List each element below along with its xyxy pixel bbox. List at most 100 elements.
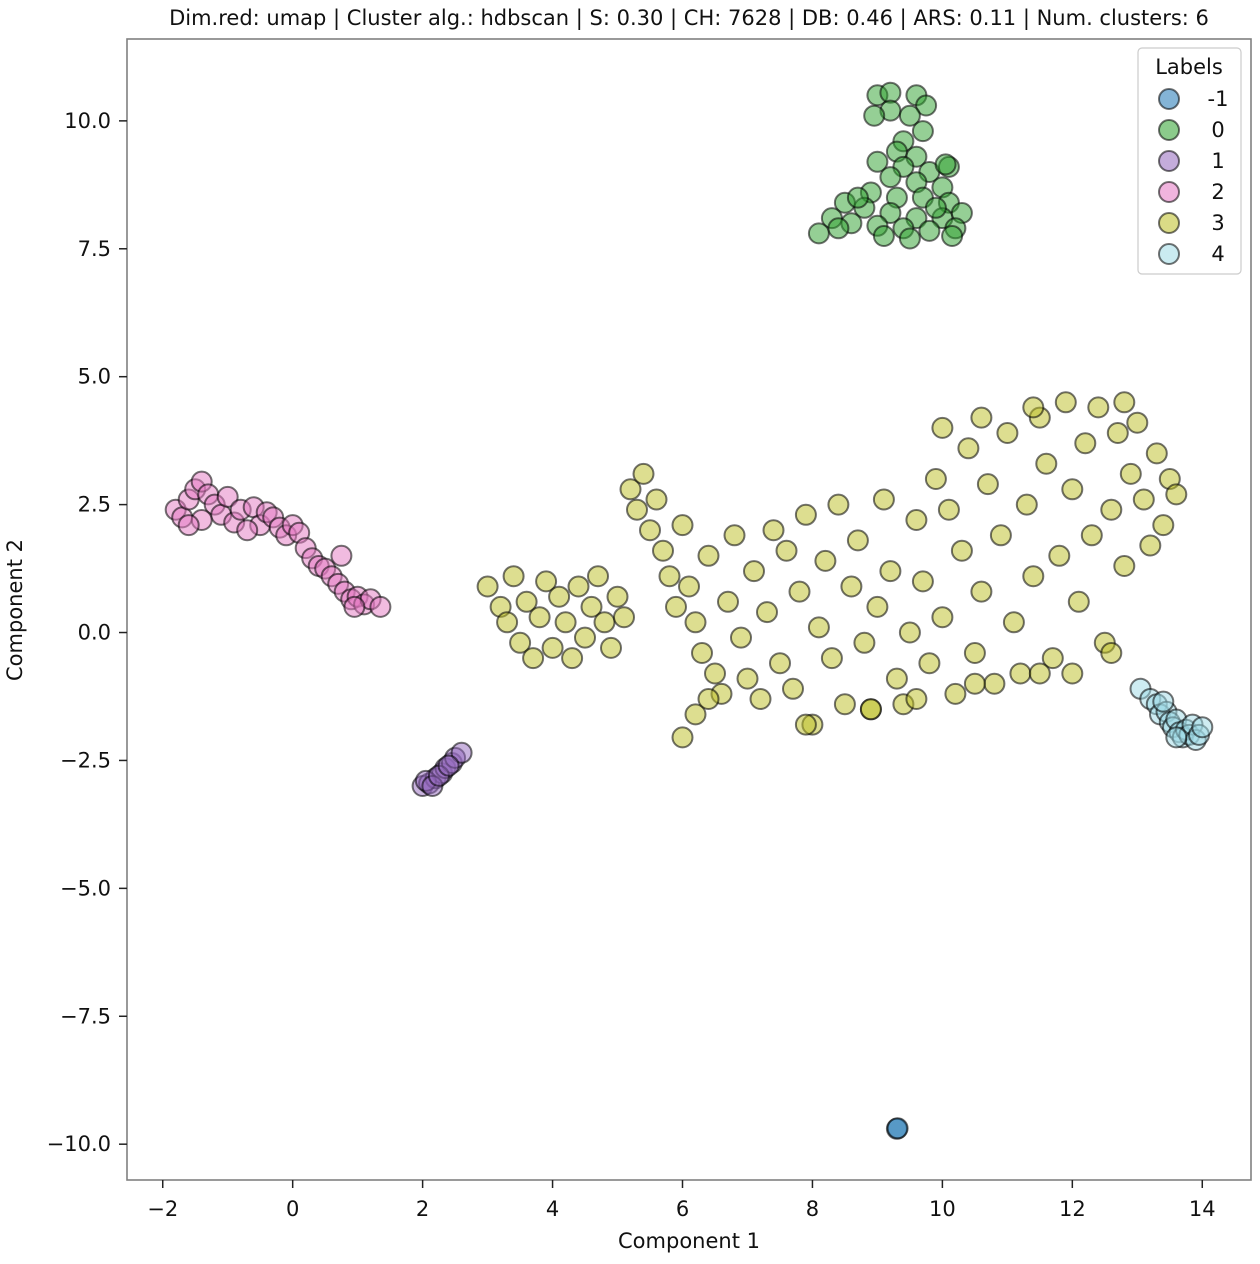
data-point [762,519,785,542]
data-point [437,754,460,777]
y-tick-label: −5.0 [60,876,111,900]
data-point [944,682,967,705]
data-point [450,741,473,764]
data-point [671,726,694,749]
data-point [691,642,713,664]
data-point [934,153,957,176]
data-point [1100,498,1123,521]
x-tick-label: 10 [929,1197,956,1221]
data-point [697,688,720,710]
data-point [730,626,752,649]
data-point [1113,391,1136,414]
data-point [885,667,908,690]
data-point [872,225,895,247]
data-point [866,150,889,173]
data-point [911,570,934,593]
data-point [1126,411,1149,434]
data-point [1035,452,1058,475]
data-point [983,672,1006,695]
legend-marker [1158,243,1180,265]
data-point [330,544,353,567]
data-point [593,611,616,634]
data-point [645,488,668,511]
y-tick-label: 10.0 [64,109,111,133]
data-point [1022,396,1045,419]
data-point [989,524,1012,547]
data-point [1061,478,1084,501]
data-point [236,519,259,542]
data-point [1087,396,1110,419]
data-point [833,693,856,716]
legend-marker [1158,88,1180,110]
data-point [639,519,661,542]
legend-items: -1 0 1 2 3 4 [1158,87,1228,266]
data-point [509,631,532,654]
data-point [782,677,804,700]
data-point [515,590,538,613]
data-point [1165,726,1188,749]
data-point [1002,611,1025,634]
data-point [684,703,707,726]
data-point [756,601,778,624]
data-point [931,416,954,439]
data-point [561,647,584,670]
data-point [1041,647,1064,670]
data-point [827,493,850,516]
points-layer [164,81,1214,1140]
x-axis-label: Component 1 [618,1229,760,1253]
legend-marker [1158,150,1180,172]
data-point [1145,442,1168,465]
data-point [879,166,902,189]
data-point [717,590,739,613]
series-4 [1129,677,1214,751]
data-point [1152,690,1175,713]
data-point [343,595,366,618]
data-point [369,595,392,618]
data-point [1080,524,1103,547]
data-point [827,217,850,240]
data-point [918,652,941,675]
x-tick-label: 14 [1189,1197,1216,1221]
x-tick-label: 6 [676,1197,689,1221]
data-point [658,565,681,588]
y-axis-ticks: −10.0 −7.5 −5.0 −2.5 0.0 2.5 5.0 7.5 10.0 [47,109,127,1156]
data-point [963,642,986,664]
data-point [554,611,577,634]
y-tick-label: −7.5 [60,1004,111,1028]
legend-box [1137,47,1242,275]
data-point [704,662,726,685]
series-1 [411,741,473,797]
data-point [522,647,545,670]
series-2 [164,470,392,618]
data-point [872,488,895,511]
data-point [915,94,938,117]
data-point [1061,662,1084,685]
data-point [963,672,986,695]
data-point [807,616,830,639]
data-point [957,437,980,460]
data-point [632,462,655,485]
data-point [548,585,571,608]
series-3 [476,391,1188,749]
data-point [652,539,674,562]
data-point [1165,483,1188,506]
legend-marker [1158,119,1180,141]
series--1 [885,1117,909,1140]
data-point [879,560,902,583]
data-point [1139,534,1162,557]
data-point [528,606,551,629]
data-point [697,544,720,567]
data-point [736,667,759,690]
data-point [807,222,830,245]
legend-label: 1 [1211,149,1224,173]
data-point [567,575,590,598]
data-point [1015,493,1038,516]
y-tick-label: 5.0 [78,365,111,389]
data-point [794,503,817,526]
data-point [846,529,869,552]
data-point [788,580,811,603]
data-point [541,636,564,659]
data-point [853,631,876,654]
